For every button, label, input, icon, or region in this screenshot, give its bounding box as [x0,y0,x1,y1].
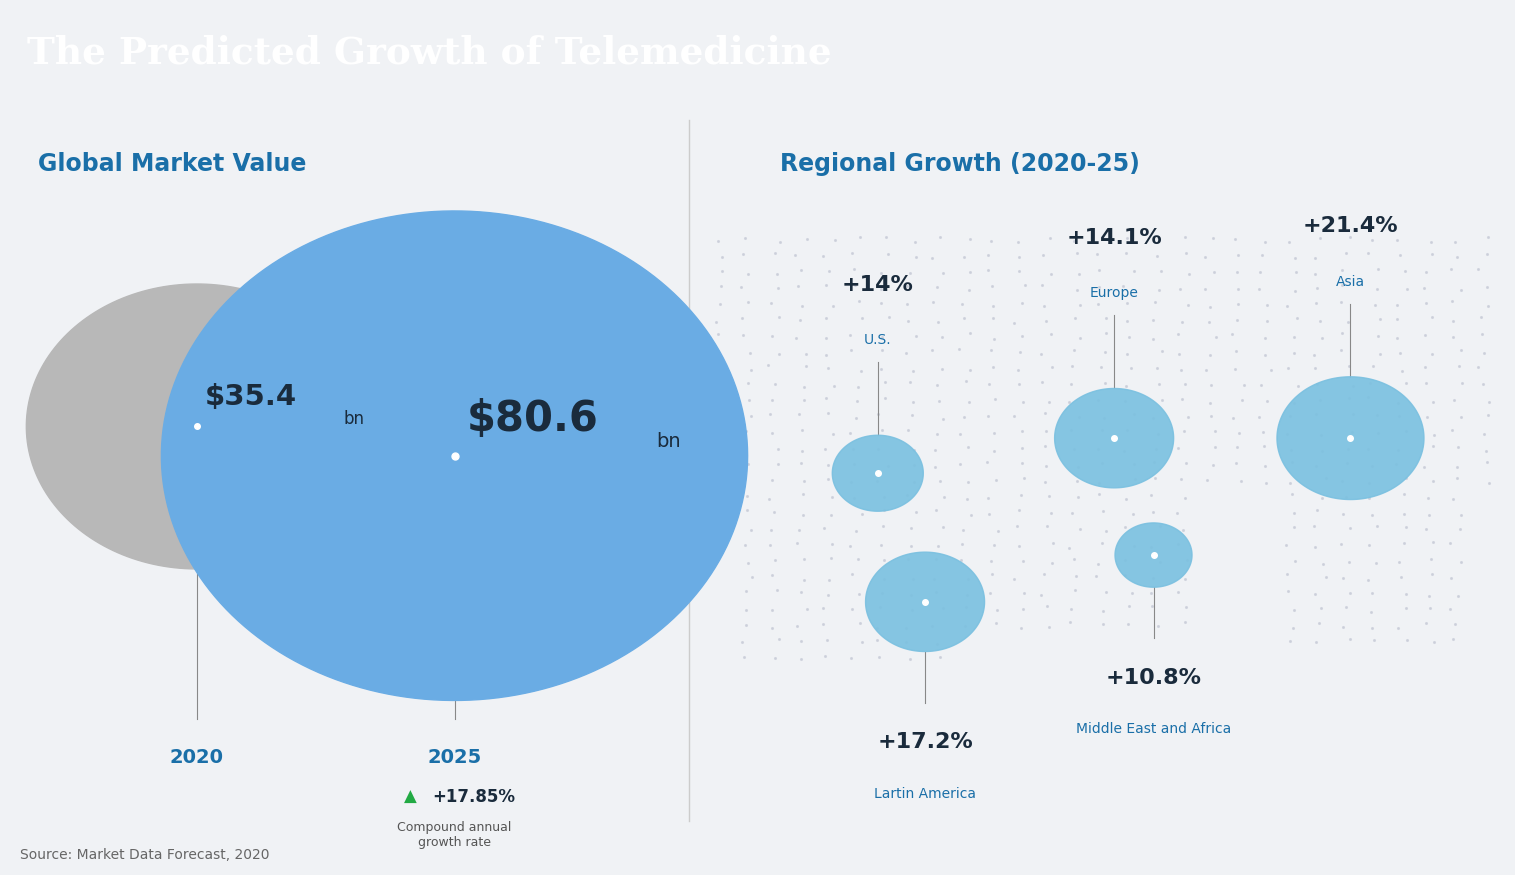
Text: Compound annual
growth rate: Compound annual growth rate [397,821,512,849]
Polygon shape [865,552,985,652]
Text: +21.4%: +21.4% [1303,216,1398,236]
Text: +17.2%: +17.2% [877,732,973,752]
Polygon shape [832,435,923,511]
Text: Global Market Value: Global Market Value [38,152,306,177]
Text: The Predicted Growth of Telemedicine: The Predicted Growth of Telemedicine [27,34,832,71]
Text: ▲: ▲ [405,788,417,806]
Text: +10.8%: +10.8% [1106,668,1201,688]
Text: $80.6: $80.6 [467,398,598,440]
Text: +14.1%: +14.1% [1067,228,1162,248]
Text: bn: bn [344,410,365,428]
Text: Lartin America: Lartin America [874,787,976,801]
Text: Source: Market Data Forecast, 2020: Source: Market Data Forecast, 2020 [20,849,270,863]
Polygon shape [26,284,368,569]
Polygon shape [1054,388,1174,488]
Text: 2020: 2020 [170,748,224,767]
Polygon shape [162,211,747,701]
Text: +17.85%: +17.85% [432,788,515,806]
Polygon shape [1115,523,1192,587]
Text: bn: bn [656,431,680,451]
Text: Regional Growth (2020-25): Regional Growth (2020-25) [780,152,1141,177]
Text: Europe: Europe [1089,286,1139,300]
Text: 2025: 2025 [427,748,482,767]
Text: +14%: +14% [842,275,914,295]
Text: $35.4: $35.4 [205,383,297,411]
Text: Asia: Asia [1336,275,1365,289]
Text: Middle East and Africa: Middle East and Africa [1076,723,1232,737]
Text: U.S.: U.S. [864,333,892,347]
Polygon shape [1277,377,1424,500]
